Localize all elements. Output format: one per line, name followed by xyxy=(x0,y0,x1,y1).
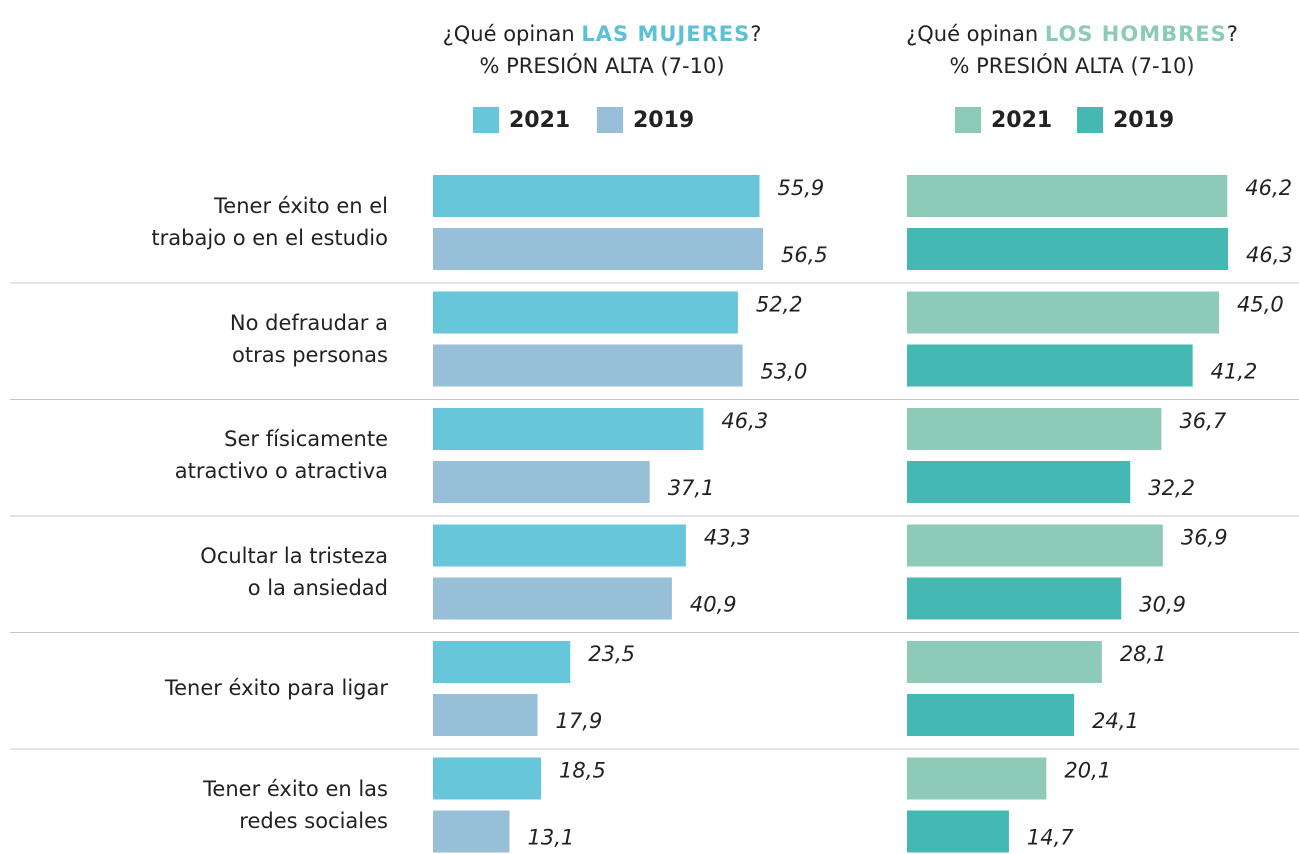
legend-swatch xyxy=(1077,107,1103,133)
value-label: 14,7 xyxy=(1027,826,1074,850)
category-label: Ser físicamente atractivo o atractiva xyxy=(174,427,388,483)
bar xyxy=(433,757,542,800)
value-label: 13,1 xyxy=(528,826,575,850)
bar xyxy=(433,810,510,853)
value-label: 28,1 xyxy=(1120,642,1167,666)
value-label: 53,0 xyxy=(761,360,808,384)
bar xyxy=(907,461,1131,503)
bar xyxy=(433,524,686,567)
value-label: 24,1 xyxy=(1092,709,1139,733)
bar xyxy=(907,524,1163,567)
value-label: 55,9 xyxy=(777,176,824,200)
category-label: Tener éxito para ligar xyxy=(164,676,388,700)
bar xyxy=(433,228,763,270)
category-label: Tener éxito en el trabajo o en el estudi… xyxy=(151,194,388,250)
bar xyxy=(907,694,1075,736)
bar xyxy=(433,344,743,387)
bar xyxy=(907,408,1162,450)
value-label: 46,3 xyxy=(1246,243,1293,267)
legend-label: 2019 xyxy=(633,108,694,133)
title-prefix: ¿Qué opinan xyxy=(443,22,582,46)
legend-swatch xyxy=(955,107,981,133)
bar xyxy=(907,291,1219,334)
bar xyxy=(433,408,704,450)
legend-swatch xyxy=(473,107,499,133)
chart-title: ¿Qué opinan LOS HOMBRES? xyxy=(906,22,1238,46)
bar xyxy=(907,641,1102,683)
bar xyxy=(433,694,538,736)
value-label: 45,0 xyxy=(1237,293,1284,317)
bar xyxy=(907,175,1228,217)
value-label: 18,5 xyxy=(559,759,606,783)
category-label: Tener éxito en las redes sociales xyxy=(203,776,388,833)
legend-label: 2019 xyxy=(1113,108,1174,133)
value-label: 36,7 xyxy=(1179,409,1226,433)
value-label: 20,1 xyxy=(1064,759,1111,783)
legend-label: 2021 xyxy=(991,108,1052,133)
bar xyxy=(433,577,672,620)
value-label: 32,2 xyxy=(1148,476,1195,500)
title-prefix: ¿Qué opinan xyxy=(906,22,1045,46)
category-label: No defraudar a otras personas xyxy=(229,310,388,367)
bar xyxy=(433,641,571,683)
title-suffix: ? xyxy=(1227,22,1238,46)
chart-title: ¿Qué opinan LAS MUJERES? xyxy=(443,22,762,46)
value-label: 36,9 xyxy=(1181,526,1228,550)
chart-subtitle: % PRESIÓN ALTA (7-10) xyxy=(949,53,1194,78)
value-label: 52,2 xyxy=(756,293,803,317)
bar xyxy=(433,175,760,217)
value-label: 40,9 xyxy=(690,593,737,617)
value-label: 46,3 xyxy=(721,409,768,433)
title-suffix: ? xyxy=(750,22,761,46)
value-label: 41,2 xyxy=(1211,360,1258,384)
bar xyxy=(433,291,738,334)
value-label: 23,5 xyxy=(588,642,635,666)
value-label: 46,2 xyxy=(1245,176,1292,200)
category-label: Ocultar la tristeza o la ansiedad xyxy=(200,543,388,600)
value-label: 37,1 xyxy=(668,476,715,500)
chart-subtitle: % PRESIÓN ALTA (7-10) xyxy=(479,53,724,78)
legend-swatch xyxy=(597,107,623,133)
bar xyxy=(907,757,1047,800)
value-label: 43,3 xyxy=(704,526,751,550)
bar xyxy=(433,461,650,503)
bar xyxy=(907,577,1122,620)
bar xyxy=(907,810,1009,853)
bar xyxy=(907,344,1193,387)
bar xyxy=(907,228,1228,270)
legend-label: 2021 xyxy=(509,108,570,133)
title-highlight: LAS MUJERES xyxy=(581,22,750,46)
title-highlight: LOS HOMBRES xyxy=(1045,22,1227,46)
value-label: 17,9 xyxy=(556,709,603,733)
value-label: 30,9 xyxy=(1139,593,1186,617)
value-label: 56,5 xyxy=(781,243,828,267)
